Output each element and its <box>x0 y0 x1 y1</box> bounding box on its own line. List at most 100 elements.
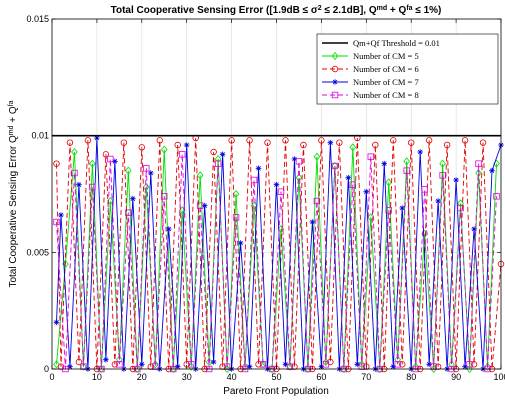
data-point <box>71 147 78 157</box>
data-point <box>67 363 73 370</box>
data-point <box>385 178 393 187</box>
data-point <box>130 195 136 202</box>
data-point <box>250 201 258 210</box>
data-point <box>358 363 366 370</box>
data-point <box>71 169 78 177</box>
data-point <box>53 319 60 326</box>
data-point <box>471 226 477 232</box>
data-point <box>165 226 172 232</box>
data-point <box>143 165 150 172</box>
legend-label: Number of CM = 8 <box>353 90 419 100</box>
data-point <box>187 361 195 368</box>
data-point <box>372 141 379 149</box>
data-point <box>484 362 491 371</box>
data-point <box>125 166 132 175</box>
data-point <box>246 137 253 144</box>
data-point <box>183 142 190 148</box>
y-tick-label: 0.005 <box>26 247 49 257</box>
data-point <box>313 152 321 161</box>
data-point <box>57 363 65 370</box>
data-point <box>390 363 397 370</box>
data-point <box>196 171 204 180</box>
data-point <box>385 207 392 214</box>
y-axis-label: Total Cooperative Sensing Error Qmd + Qf… <box>8 100 20 287</box>
data-point <box>66 139 74 146</box>
data-point <box>313 197 321 205</box>
data-point <box>286 363 294 370</box>
data-point <box>214 160 222 167</box>
data-point <box>75 358 83 366</box>
data-point <box>174 141 181 149</box>
legend-entry: Qm+Qf Threshold = 0.01 <box>322 38 440 48</box>
data-point <box>219 363 226 370</box>
x-tick-label: 80 <box>406 372 416 382</box>
data-point <box>103 356 109 363</box>
x-axis-label: Pareto Front Population <box>223 386 329 397</box>
data-point <box>358 360 366 369</box>
data-point <box>453 177 459 183</box>
series-line <box>56 154 497 370</box>
data-point <box>403 157 411 166</box>
data-point <box>179 151 186 158</box>
data-point <box>174 363 181 370</box>
data-point <box>151 360 159 369</box>
data-point <box>232 189 240 199</box>
data-point <box>408 139 415 146</box>
x-tick-label: 30 <box>182 372 192 382</box>
data-point <box>80 362 87 371</box>
data-point <box>331 162 339 170</box>
legend-marker <box>332 79 338 85</box>
legend-entry: Number of CM = 6 <box>322 64 419 74</box>
data-point <box>457 204 464 212</box>
series-4 <box>53 151 500 373</box>
data-point <box>201 202 208 209</box>
legend-entry: Number of CM = 5 <box>322 51 419 61</box>
data-point <box>363 363 370 370</box>
data-point <box>327 139 334 146</box>
data-point <box>399 361 406 368</box>
data-point <box>479 139 487 146</box>
data-point <box>142 182 150 192</box>
data-point <box>237 240 244 246</box>
data-point <box>430 363 437 370</box>
data-point <box>116 361 123 368</box>
data-point <box>264 139 271 146</box>
legend: Qm+Qf Threshold = 0.01 Number of CM = 5 Nu… <box>316 33 499 105</box>
x-tick-label: 20 <box>137 372 147 382</box>
data-point <box>139 361 145 368</box>
legend-label: Number of CM = 6 <box>353 64 419 74</box>
data-point <box>223 363 231 370</box>
data-point <box>417 149 423 155</box>
data-point <box>89 159 96 168</box>
chart-title: Total Cooperative Sensing Error ([1.9dB … <box>111 5 442 17</box>
data-point <box>457 199 464 208</box>
data-point <box>322 361 330 368</box>
legend-marker <box>331 51 339 61</box>
legend-label: Number of CM = 5 <box>353 51 419 61</box>
data-point <box>255 361 262 368</box>
data-point <box>345 174 352 181</box>
data-point <box>152 363 159 370</box>
data-point <box>125 209 132 216</box>
data-point <box>53 160 60 167</box>
data-point <box>399 205 406 211</box>
data-point <box>466 364 473 374</box>
data-point <box>462 363 468 370</box>
data-point <box>435 198 441 204</box>
data-point <box>300 141 307 149</box>
data-point <box>53 218 60 226</box>
data-point <box>89 183 96 191</box>
data-point <box>295 173 303 182</box>
y-tick-label: 0.015 <box>26 14 49 24</box>
data-point <box>327 358 334 366</box>
data-point <box>426 361 432 368</box>
data-point <box>161 193 168 200</box>
data-point <box>250 176 258 184</box>
data-point <box>241 362 249 371</box>
data-point <box>443 141 451 149</box>
x-tick-label: 10 <box>92 372 102 382</box>
data-point <box>439 159 446 168</box>
y-tick-label: 0 <box>44 364 49 374</box>
data-point <box>434 363 442 370</box>
